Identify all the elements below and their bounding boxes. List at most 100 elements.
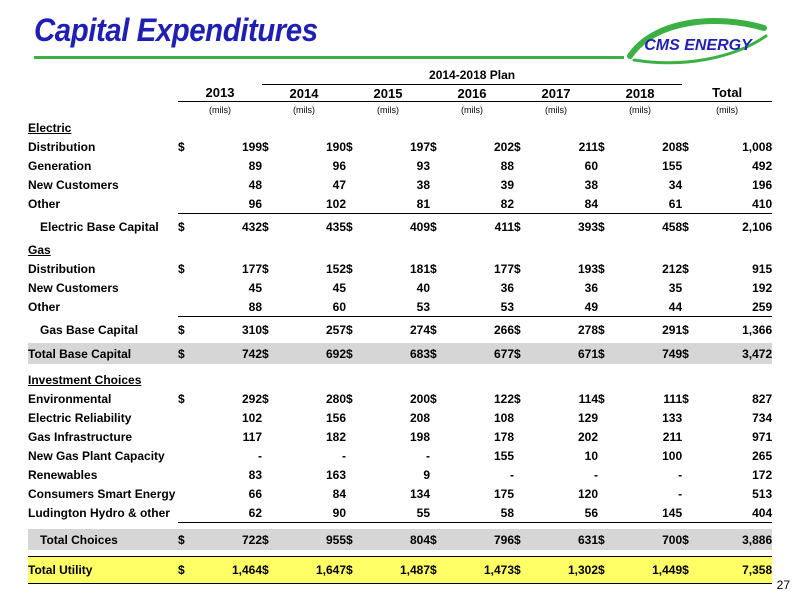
currency-symbol: $: [598, 220, 605, 234]
cell-value: 393: [577, 220, 598, 234]
currency-symbol: $: [430, 391, 437, 406]
row-label: Environmental: [28, 391, 112, 406]
cell-value: -: [510, 467, 514, 482]
cell-value: 84: [526, 194, 598, 214]
cell-value: 133: [662, 410, 683, 425]
cell-value: 198: [409, 429, 430, 444]
cell-value: 81: [358, 194, 430, 214]
unit-label: (mils): [545, 105, 567, 115]
currency-symbol: $: [598, 529, 610, 550]
cell-value: 291: [662, 323, 683, 337]
currency-symbol: [262, 484, 274, 503]
cell-value: 108: [493, 410, 514, 425]
cell-value: 259: [694, 297, 773, 317]
cell-value: 971: [752, 429, 773, 444]
year-2017: 2017: [514, 84, 598, 102]
cell-value: 955: [274, 529, 346, 550]
cell-value: 89: [248, 158, 262, 173]
currency-symbol: [178, 408, 190, 427]
currency-symbol: [514, 484, 526, 503]
cell-value: 111: [663, 391, 683, 406]
currency-symbol: $: [178, 343, 190, 364]
cell-value: 40: [416, 280, 430, 295]
cell-value: -: [342, 448, 346, 463]
cell-value: 120: [577, 486, 598, 501]
currency-symbol: $: [262, 220, 269, 234]
currency-symbol: [346, 194, 358, 214]
row-label: Distribution: [28, 261, 96, 276]
cell-value: 2,106: [742, 220, 773, 234]
currency-symbol: $: [262, 343, 274, 364]
cell-value: 55: [358, 503, 430, 523]
section-header-investment: Investment Choices: [28, 370, 772, 389]
cell-value: 278: [577, 323, 598, 337]
cell-value: 47: [332, 177, 346, 192]
cell-value: -: [426, 448, 430, 463]
currency-symbol: [598, 503, 610, 523]
currency-symbol: $: [430, 261, 437, 276]
cell-value: 292: [241, 391, 262, 406]
currency-symbol: [346, 446, 358, 465]
cell-value: 181: [409, 261, 430, 276]
currency-symbol: [598, 297, 610, 317]
currency-symbol: $: [346, 556, 358, 584]
year-2018: 2018: [598, 84, 683, 102]
cell-value: 212: [662, 261, 683, 276]
cell-value: 404: [694, 503, 773, 523]
row-label: Generation: [28, 158, 92, 173]
currency-symbol: $: [262, 261, 269, 276]
table-row-elec-gen: Generation 89 96 93 88 60 155 492: [28, 156, 772, 175]
currency-symbol: $: [346, 139, 353, 154]
row-label: Electric Base Capital: [40, 219, 159, 234]
cell-value: 411: [494, 220, 514, 234]
cell-value: 211: [578, 139, 598, 154]
currency-symbol: [346, 278, 358, 297]
currency-symbol: [682, 278, 694, 297]
row-label: Renewables: [28, 467, 98, 482]
cell-value: 435: [325, 220, 346, 234]
cell-value: 60: [584, 158, 598, 173]
currency-symbol: [682, 408, 694, 427]
cell-value: 1,008: [742, 139, 773, 154]
currency-symbol: [514, 408, 526, 427]
table-row-elec-other: Other 96 102 81 82 84 61 410: [28, 194, 773, 214]
cell-value: 178: [493, 429, 514, 444]
plan-header-row: 2014-2018 Plan: [28, 66, 772, 85]
currency-symbol: [262, 175, 274, 194]
cell-value: 145: [610, 503, 683, 523]
page-number: 27: [776, 578, 790, 592]
currency-symbol: $: [514, 529, 526, 550]
currency-symbol: [430, 465, 442, 484]
currency-symbol: [682, 484, 694, 503]
cell-value: 177: [493, 261, 514, 276]
row-label: Gas Infrastructure: [28, 429, 133, 444]
currency-symbol: [598, 484, 610, 503]
section-header-electric: Electric: [28, 118, 772, 137]
cell-value: 310: [241, 323, 262, 337]
cell-value: 66: [248, 486, 262, 501]
currency-symbol: $: [514, 323, 521, 337]
cell-value: 211: [662, 429, 683, 444]
cell-value: 34: [668, 177, 683, 192]
table-row-total-choices: Total Choices $722 $955 $804 $796 $631 $700 $3,…: [28, 529, 773, 550]
cell-value: 196: [752, 177, 773, 192]
currency-symbol: $: [430, 220, 437, 234]
year-2014: 2014: [262, 84, 346, 102]
currency-symbol: $: [430, 529, 442, 550]
cell-value: 722: [190, 529, 262, 550]
row-label: Gas Base Capital: [40, 322, 139, 337]
currency-symbol: [682, 446, 694, 465]
currency-symbol: [262, 408, 274, 427]
unit-label: (mils): [377, 105, 399, 115]
currency-symbol: [178, 156, 190, 175]
section-header-gas: Gas: [28, 240, 772, 259]
row-label: Total Utility: [28, 556, 178, 584]
currency-symbol: [346, 427, 358, 446]
units-row: (mils) (mils) (mils) (mils) (mils) (mils…: [28, 102, 772, 119]
year-2016: 2016: [430, 84, 514, 102]
cell-value: 88: [500, 158, 514, 173]
cell-value: 182: [325, 429, 346, 444]
currency-symbol: $: [514, 391, 521, 406]
cell-value: -: [678, 467, 683, 482]
cell-value: 114: [578, 391, 598, 406]
